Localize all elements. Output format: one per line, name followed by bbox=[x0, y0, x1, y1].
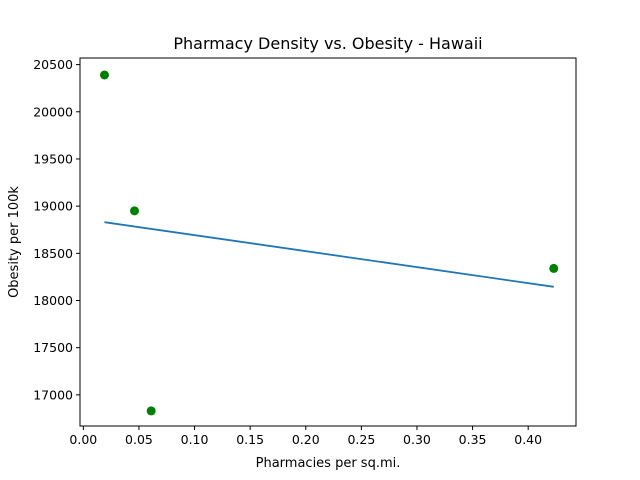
trend-line bbox=[104, 221, 554, 288]
y-tick-label: 20500 bbox=[33, 57, 73, 72]
y-tick-label: 18500 bbox=[33, 246, 73, 261]
scatter-point bbox=[549, 263, 559, 273]
x-tick-label: 0.20 bbox=[292, 432, 320, 447]
plot-series bbox=[99, 70, 559, 416]
plot-frame bbox=[79, 57, 577, 427]
x-axis-label: Pharmacies per sq.mi. bbox=[256, 456, 401, 471]
y-tick-label: 17500 bbox=[33, 340, 73, 355]
scatter-point bbox=[146, 406, 156, 416]
scatter-point bbox=[129, 206, 139, 216]
x-tick-label: 0.30 bbox=[403, 432, 431, 447]
y-tick-label: 19500 bbox=[33, 151, 73, 166]
x-tick-label: 0.35 bbox=[459, 432, 487, 447]
x-tick-label: 0.15 bbox=[236, 432, 264, 447]
scatter-point bbox=[99, 70, 109, 80]
y-tick-label: 18000 bbox=[33, 293, 73, 308]
y-axis-ticks: 17000 17500 18000 18500 19000 19500 20000 20500 bbox=[33, 57, 80, 402]
x-tick-label: 0.40 bbox=[514, 432, 542, 447]
y-axis-label: Obesity per 100k bbox=[7, 186, 22, 298]
y-tick-label: 17000 bbox=[33, 387, 73, 402]
x-axis-ticks: 0.00 0.05 0.10 0.15 0.20 0.25 0.30 0.35 0.40 bbox=[69, 426, 542, 447]
x-tick-label: 0.05 bbox=[125, 432, 153, 447]
x-tick-label: 0.25 bbox=[347, 432, 375, 447]
y-tick-label: 19000 bbox=[33, 199, 73, 214]
x-tick-label: 0.00 bbox=[69, 432, 97, 447]
y-tick-label: 20000 bbox=[33, 104, 73, 119]
chart-title: Pharmacy Density vs. Obesity - Hawaii bbox=[173, 34, 482, 53]
x-tick-label: 0.10 bbox=[181, 432, 209, 447]
